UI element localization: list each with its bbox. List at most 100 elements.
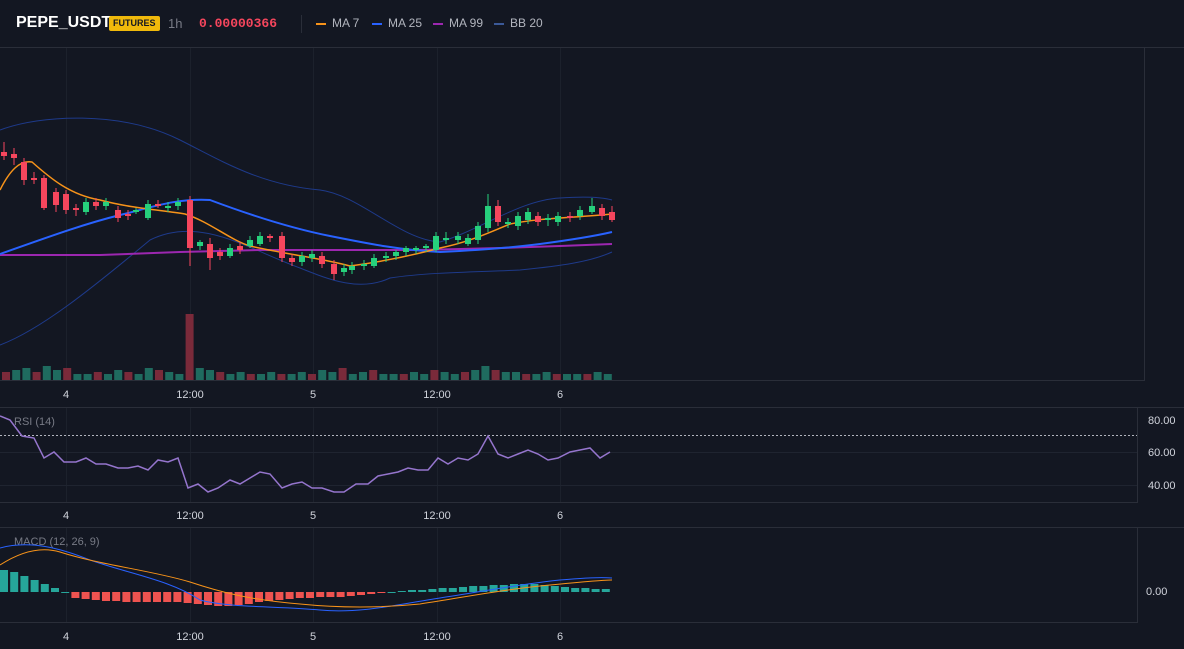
legend-ma25[interactable]: MA 25 xyxy=(372,16,422,30)
volume-bar-38 xyxy=(389,374,398,380)
bb-lower-band xyxy=(0,230,613,346)
macd-pane[interactable]: MACD (12, 26, 9) 0.00 xyxy=(0,536,1167,612)
macd-hist-bar-10 xyxy=(102,592,110,601)
candle-body-12 xyxy=(125,214,131,216)
macd-hist-bar-15 xyxy=(153,592,161,602)
volume-bar-57 xyxy=(583,374,592,380)
macd-hist-bar-3 xyxy=(30,580,39,592)
macd-line xyxy=(0,544,613,612)
candle-body-59 xyxy=(609,212,615,220)
volume-bar-53 xyxy=(542,372,551,380)
rsi-tick-40: 40.00 xyxy=(1148,480,1176,492)
candle-body-19 xyxy=(197,242,203,246)
candle-body-43 xyxy=(443,238,449,240)
macd-histogram xyxy=(0,570,610,606)
volume-bar-59 xyxy=(603,374,612,380)
volume-bar-31 xyxy=(318,370,327,380)
candle-body-25 xyxy=(257,236,263,244)
price-pane[interactable] xyxy=(0,117,615,380)
legend-ma25-swatch xyxy=(372,22,382,25)
macd-lines xyxy=(0,544,613,612)
legend-ma25-label: MA 25 xyxy=(388,16,423,30)
macd-hist-bar-49 xyxy=(499,585,508,592)
time-label-1: 12:00 xyxy=(176,389,204,401)
macd-hist-bar-17 xyxy=(173,592,182,602)
volume-bar-24 xyxy=(246,374,255,380)
candle-body-20 xyxy=(207,244,213,258)
macd-hist-bar-30 xyxy=(306,592,314,598)
legend-bb20-swatch xyxy=(494,22,504,25)
volume-bar-52 xyxy=(532,374,541,380)
macd-hist-bar-46 xyxy=(469,586,478,592)
candle-body-47 xyxy=(485,206,491,228)
rsi-pane[interactable]: RSI (14) 80.00 60.00 40.00 xyxy=(0,415,1176,493)
macd-hist-bar-22 xyxy=(224,592,233,606)
volume-bar-20 xyxy=(206,370,214,380)
candle-body-40 xyxy=(413,248,419,250)
volume-bar-14 xyxy=(144,368,153,380)
volume-bar-29 xyxy=(297,372,306,380)
macd-hist-bar-54 xyxy=(550,586,559,592)
candle-body-17 xyxy=(175,202,181,206)
time-label-3: 12:00 xyxy=(423,631,451,643)
candlesticks xyxy=(1,142,615,280)
volume-bar-45 xyxy=(461,372,469,380)
volume-bar-36 xyxy=(369,370,378,380)
futures-badge: FUTURES xyxy=(109,16,160,31)
bb-upper-band xyxy=(0,117,613,243)
legend-ma99-label: MA 99 xyxy=(449,16,484,30)
time-label-0: 4 xyxy=(63,631,69,643)
legend-ma7[interactable]: MA 7 xyxy=(316,16,359,30)
candle-body-11 xyxy=(115,210,121,218)
volume-bar-2 xyxy=(22,368,31,380)
candle-body-1 xyxy=(11,154,17,158)
candle-body-2 xyxy=(21,162,27,180)
candle-body-30 xyxy=(309,254,315,258)
macd-hist-bar-33 xyxy=(336,592,345,597)
volume-bar-39 xyxy=(399,374,408,380)
macd-hist-bar-21 xyxy=(214,592,223,606)
candle-body-6 xyxy=(63,194,69,210)
volume-bar-37 xyxy=(379,374,388,380)
legend-ma99[interactable]: MA 99 xyxy=(433,16,483,30)
volume-bar-10 xyxy=(104,374,112,380)
rsi-series xyxy=(0,415,611,493)
candle-body-27 xyxy=(279,236,285,258)
volume-bar-5 xyxy=(53,370,61,380)
volume-bar-58 xyxy=(593,372,602,380)
macd-hist-bar-59 xyxy=(601,589,610,592)
rsi-tick-80: 80.00 xyxy=(1148,415,1176,427)
volume-bar-41 xyxy=(420,374,429,380)
rsi-tick-60: 60.00 xyxy=(1148,447,1176,459)
timeframe-selector[interactable]: 1h xyxy=(168,16,183,31)
macd-hist-bar-9 xyxy=(91,592,100,600)
macd-hist-bar-4 xyxy=(40,584,49,592)
candle-body-55 xyxy=(567,216,573,218)
candle-body-33 xyxy=(341,268,347,272)
volume-bar-0 xyxy=(2,372,10,380)
candle-body-5 xyxy=(53,192,59,205)
candle-body-34 xyxy=(349,266,355,270)
candle-body-31 xyxy=(319,256,325,264)
time-label-1: 12:00 xyxy=(176,631,204,643)
symbol-name[interactable]: PEPE_USDT xyxy=(16,14,112,31)
macd-hist-bar-56 xyxy=(571,588,580,592)
candle-body-51 xyxy=(525,212,531,220)
candle-body-7 xyxy=(73,208,79,210)
macd-hist-bar-25 xyxy=(255,592,263,602)
candle-body-58 xyxy=(599,208,605,216)
legend-bb20[interactable]: BB 20 xyxy=(494,16,543,30)
volume-bar-9 xyxy=(93,372,102,380)
candle-body-15 xyxy=(155,204,161,206)
volume-bar-54 xyxy=(552,374,561,380)
candle-body-36 xyxy=(371,258,377,266)
candle-body-10 xyxy=(103,202,109,206)
candle-body-14 xyxy=(145,204,151,218)
volume-bar-3 xyxy=(32,372,41,380)
time-label-2: 5 xyxy=(310,510,316,522)
volume-bar-12 xyxy=(124,372,133,380)
vertical-grid xyxy=(66,48,561,622)
legend-ma7-swatch xyxy=(316,22,326,25)
macd-hist-bar-44 xyxy=(448,588,457,592)
